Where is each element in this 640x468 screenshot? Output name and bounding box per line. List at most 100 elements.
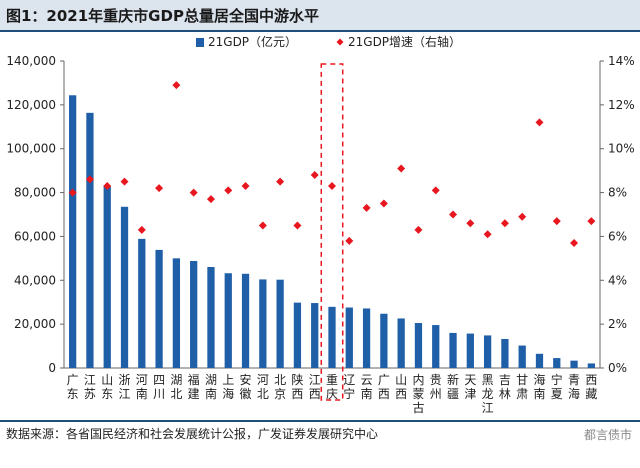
x-tick-label: 山西	[395, 373, 407, 401]
left-tick-label: 140,000	[6, 54, 56, 68]
x-tick-label: 内蒙古	[412, 373, 424, 415]
highlight-box	[320, 63, 344, 401]
watermark: 都言债市	[583, 428, 632, 442]
x-tick-label: 江苏	[84, 373, 96, 401]
left-tick-label: 40,000	[14, 273, 56, 287]
x-tick-label: 新疆	[447, 372, 459, 401]
right-tick-label: 14%	[608, 54, 635, 68]
gdp-bar	[501, 338, 509, 368]
gdp-bar	[345, 307, 353, 368]
gdp-bar	[103, 185, 111, 368]
growth-point	[137, 225, 146, 234]
growth-point	[293, 221, 302, 230]
chart-title: 图1：2021年重庆市GDP总量居全国中游水平	[6, 7, 319, 25]
gdp-bar	[483, 335, 492, 368]
growth-point	[85, 175, 94, 184]
growth-point	[414, 225, 423, 234]
left-tick-label: 60,000	[14, 229, 56, 243]
chart-area: 0 20,000 40,000 60,000 80,000 100,000 120,000 1…	[0, 32, 640, 418]
growth-point	[189, 188, 198, 197]
left-tick-label: 80,000	[14, 186, 56, 200]
title-bar: 图1：2021年重庆市GDP总量居全国中游水平	[0, 0, 640, 32]
gdp-bar	[311, 303, 319, 368]
growth-point	[276, 177, 285, 186]
growth-point	[552, 217, 561, 226]
gdp-chart: 0 20,000 40,000 60,000 80,000 100,000 120,000 1…	[6, 34, 635, 415]
right-tick-label: 6%	[608, 229, 627, 243]
growth-point	[570, 239, 579, 248]
gdp-bar	[190, 260, 198, 368]
x-tick-label: 黑龙江	[482, 373, 494, 415]
x-tick-label: 四川	[153, 373, 165, 401]
gdp-bar	[570, 360, 578, 368]
x-tick-label: 福建	[188, 372, 200, 401]
gdp-bar	[518, 345, 526, 368]
gdp-bar	[69, 95, 77, 368]
x-tick-label: 广东	[67, 373, 79, 401]
right-tick-label: 4%	[608, 273, 627, 287]
gdp-bar	[535, 353, 544, 368]
legend-bar-label: 21GDP（亿元）	[208, 34, 297, 49]
growth-point	[68, 188, 77, 197]
gdp-bar	[293, 302, 302, 368]
gdp-bar	[397, 318, 405, 368]
source-note: 数据来源：各省国民经济和社会发展统计公报，广发证券发展研究中心	[6, 427, 379, 441]
x-tick-label: 甘肃	[516, 373, 528, 401]
growth-point	[328, 181, 336, 190]
x-tick-label: 北京	[274, 373, 286, 401]
right-tick-label: 12%	[608, 98, 635, 112]
growth-point	[224, 186, 233, 195]
growth-point	[120, 177, 129, 186]
right-tick-label: 8%	[608, 186, 627, 200]
gdp-bar	[172, 258, 181, 368]
source-divider	[0, 420, 640, 422]
growth-point	[155, 184, 164, 193]
gdp-bar	[207, 266, 215, 368]
x-tick-label: 湖北	[170, 372, 182, 401]
x-tick-label: 河南	[136, 373, 148, 401]
growth-point	[535, 118, 544, 127]
gdp-bar	[138, 238, 146, 368]
x-tick-label: 陕西	[291, 372, 303, 401]
left-tick-label: 0	[48, 361, 56, 375]
gdp-bar	[466, 333, 474, 368]
x-tick-label: 海南	[533, 372, 545, 401]
legend-dot-label: 21GDP增速（右轴）	[348, 34, 461, 49]
gdp-bar	[86, 112, 94, 368]
left-tick-label: 20,000	[14, 317, 56, 331]
right-tick-label: 10%	[608, 142, 635, 156]
growth-point	[483, 230, 492, 239]
x-tick-label: 广西	[378, 373, 390, 401]
right-tick-label: 2%	[608, 317, 627, 331]
x-tick-label: 浙江	[119, 373, 131, 401]
x-tick-label: 贵州	[430, 373, 442, 401]
gdp-bar	[328, 306, 336, 368]
growth-point	[103, 181, 112, 190]
gdp-bar	[155, 249, 163, 368]
growth-point	[379, 199, 388, 208]
gdp-bar	[259, 279, 267, 368]
x-tick-label: 山东	[101, 373, 113, 401]
gdp-bar	[276, 279, 284, 368]
gdp-bar	[362, 308, 371, 368]
x-tick-label: 云南	[361, 373, 373, 401]
gdp-bar	[553, 358, 561, 368]
growth-point	[466, 219, 475, 228]
growth-point	[206, 195, 215, 204]
x-tick-label: 上海	[222, 373, 234, 401]
right-tick-label: 0%	[608, 361, 627, 375]
growth-point	[241, 181, 250, 190]
growth-point	[258, 221, 267, 230]
gdp-bar	[432, 325, 440, 368]
growth-point	[431, 186, 440, 195]
x-tick-label: 安徽	[240, 372, 252, 401]
x-tick-label: 吉林	[499, 373, 511, 401]
gdp-bar	[120, 206, 129, 368]
gdp-bar	[380, 313, 388, 368]
growth-point	[397, 164, 406, 173]
legend-bar-swatch	[196, 38, 204, 47]
left-tick-label: 100,000	[6, 142, 56, 156]
growth-point	[500, 219, 509, 228]
gdp-bar	[449, 332, 457, 368]
growth-point	[172, 81, 181, 90]
